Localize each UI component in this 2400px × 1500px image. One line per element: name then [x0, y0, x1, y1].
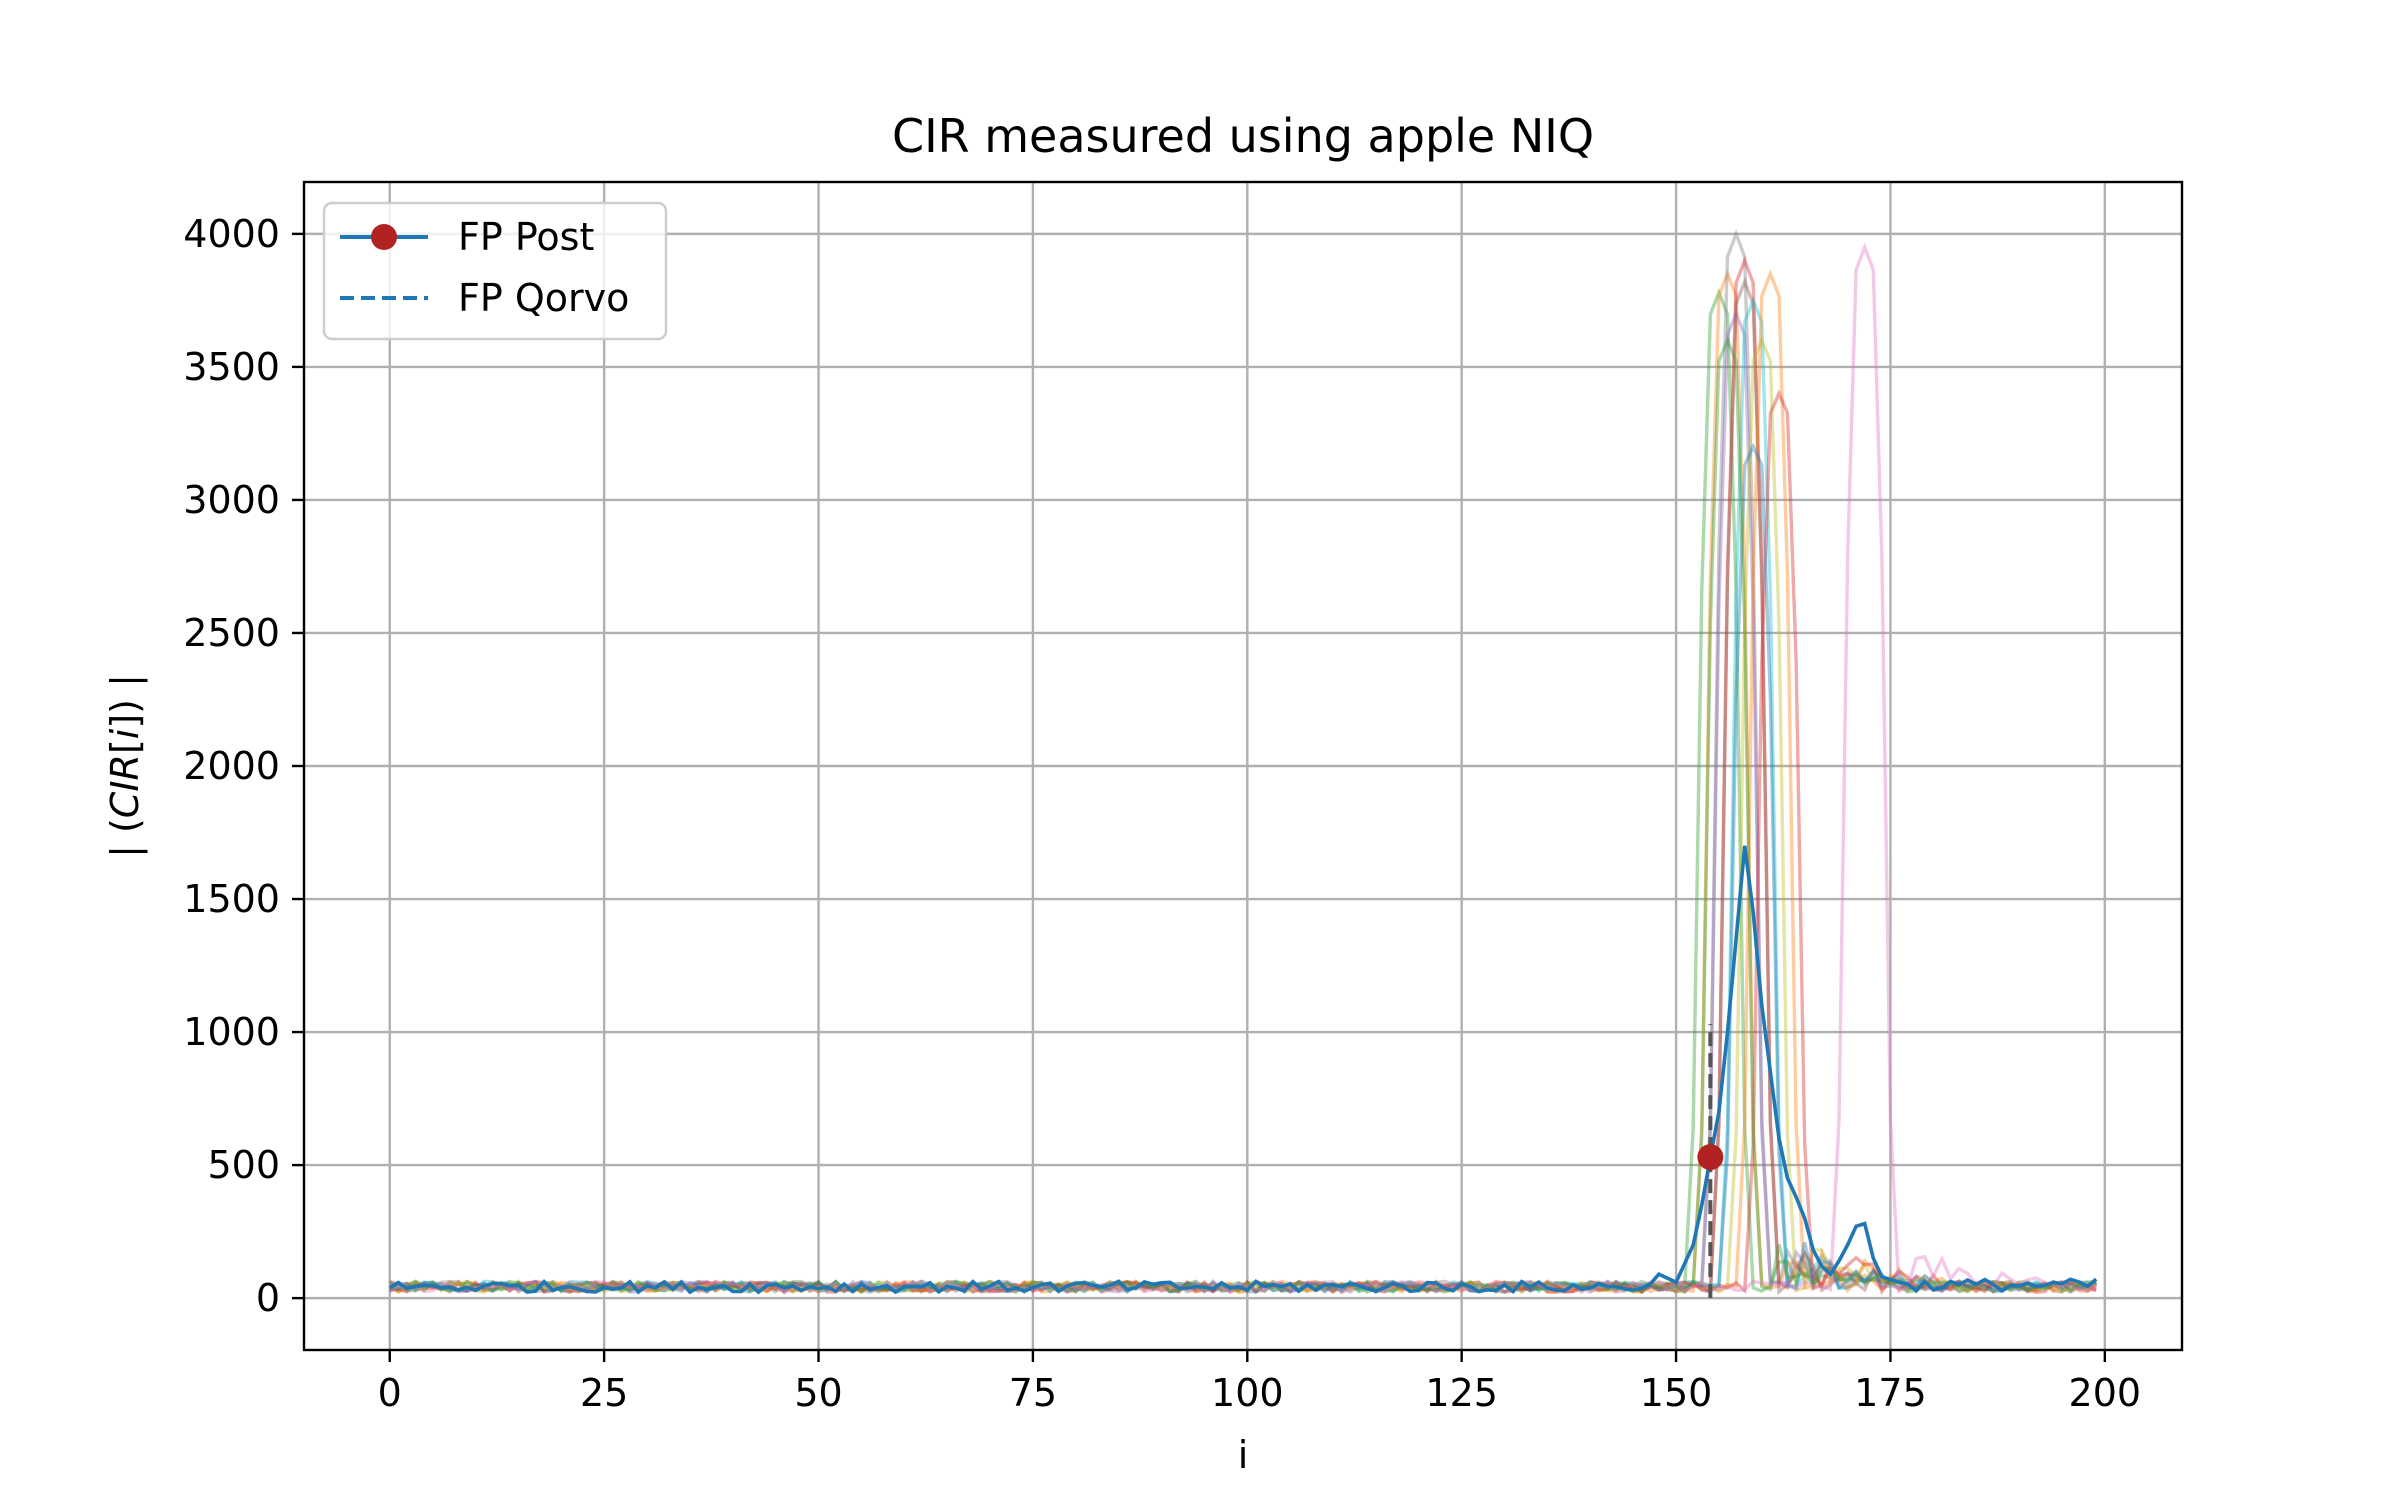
- x-tick-label: 75: [1009, 1371, 1057, 1415]
- cir-series-line: [388, 242, 2098, 1295]
- cir-series-line: [388, 335, 2097, 1295]
- legend-fp-post-marker: [371, 224, 397, 250]
- legend-fp-post-label: FP Post: [458, 215, 594, 259]
- cir-series-line: [388, 269, 2098, 1295]
- y-tick-label: 3500: [183, 345, 280, 389]
- cir-series-line: [388, 269, 2097, 1295]
- y-tick-label: 0: [256, 1276, 280, 1320]
- y-axis-label-part: i: [103, 728, 147, 739]
- fp-post-marker: [1697, 1144, 1724, 1171]
- y-tick-label: 4000: [183, 212, 280, 256]
- y-tick-label: 3000: [183, 478, 280, 522]
- y-axis-label-part: [: [103, 739, 147, 754]
- highlight-series-line: [388, 845, 2098, 1295]
- x-tick-label: 100: [1211, 1371, 1284, 1415]
- x-tick-label: 0: [378, 1371, 402, 1415]
- x-axis-label: i: [1238, 1433, 1249, 1477]
- x-tick-label: 25: [580, 1371, 628, 1415]
- x-tick-label: 200: [2069, 1371, 2142, 1415]
- y-tick-label: 2000: [183, 744, 280, 788]
- x-tick-label: 125: [1425, 1371, 1498, 1415]
- fp-markers: [1697, 1024, 1724, 1299]
- y-axis-label-part: CIR: [103, 754, 147, 818]
- grid: [304, 182, 2182, 1350]
- y-tick-label: 1500: [183, 877, 280, 921]
- ticks: 0 25 50 75 100 125 150 175 200050010001500200025…: [183, 212, 2141, 1415]
- y-tick-label: 1000: [183, 1010, 280, 1054]
- x-tick-label: 175: [1854, 1371, 1927, 1415]
- x-tick-label: 50: [794, 1371, 842, 1415]
- y-tick-label: 500: [207, 1143, 280, 1187]
- legend-fp-qorvo-label: FP Qorvo: [458, 276, 629, 320]
- chart-title: CIR measured using apple NIQ: [892, 109, 1594, 163]
- y-axis-label-part: ]) |: [103, 674, 148, 729]
- y-axis-label: | (CIR[i]) |: [103, 674, 148, 858]
- cir-series-line: [388, 277, 2097, 1296]
- y-axis-label-part: | (: [103, 818, 148, 858]
- x-tick-label: 150: [1640, 1371, 1713, 1415]
- legend: FP Post FP Qorvo: [322, 201, 668, 341]
- series-layer: [388, 229, 2098, 1296]
- y-tick-label: 2500: [183, 611, 280, 655]
